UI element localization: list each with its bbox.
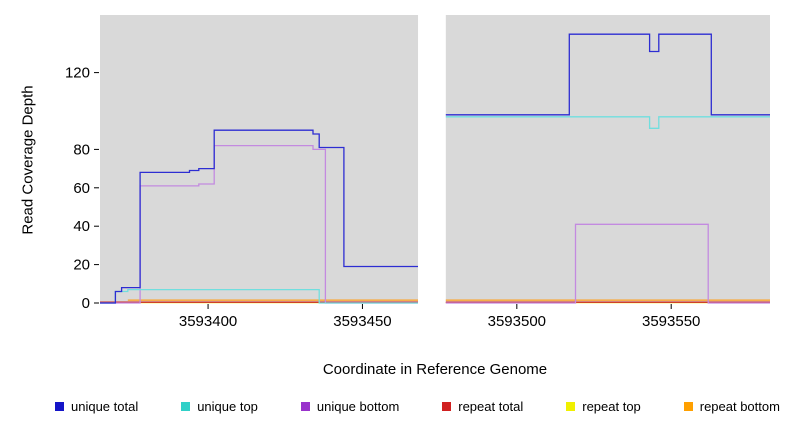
legend-swatch-icon	[181, 402, 191, 411]
y-tick-label: 120	[65, 65, 90, 82]
x-axis-title: Coordinate in Reference Genome	[322, 361, 548, 378]
legend-item-unique-top: unique top	[181, 399, 258, 414]
legend-item-unique-total: unique total	[55, 399, 138, 414]
y-tick-label: 0	[82, 295, 90, 312]
chart-legend: unique total unique top unique bottom repea…	[0, 399, 792, 414]
legend-swatch-icon	[442, 402, 452, 411]
series-unique-bottom	[445, 223, 770, 304]
x-tick-label: 3593500	[488, 313, 546, 330]
legend-item-repeat-top: repeat top	[566, 399, 641, 414]
y-tick-label: 80	[73, 141, 90, 158]
x-tick-label: 3593450	[333, 313, 391, 330]
legend-item-repeat-bottom: repeat bottom	[683, 399, 780, 414]
coverage-chart: 3593400 3593450 3593500 3593550 0 20 40 60 80 120	[65, 15, 770, 330]
legend-item-unique-bottom: unique bottom	[300, 399, 400, 414]
x-tick-label: 3593400	[179, 313, 237, 330]
legend-label: unique top	[197, 399, 258, 414]
legend-label: repeat bottom	[699, 399, 780, 414]
series-unique-total	[445, 33, 770, 116]
legend-swatch-icon	[683, 402, 693, 411]
legend-swatch-icon	[566, 402, 576, 411]
legend-label: unique total	[71, 399, 139, 414]
series-unique-total	[100, 129, 418, 304]
legend-swatch-icon	[55, 402, 64, 411]
series-unique-top	[445, 116, 770, 129]
x-tick-label: 3593550	[642, 313, 700, 330]
legend-item-repeat-total: repeat total	[442, 399, 523, 414]
legend-swatch-icon	[300, 402, 310, 411]
y-tick-label: 60	[73, 180, 90, 197]
y-tick-label: 40	[73, 218, 90, 235]
legend-label: unique bottom	[316, 399, 400, 414]
legend-label: repeat top	[582, 399, 641, 414]
legend-label: repeat total	[458, 399, 524, 414]
coverage-gap-region	[418, 15, 446, 303]
y-tick-label: 20	[73, 257, 90, 274]
